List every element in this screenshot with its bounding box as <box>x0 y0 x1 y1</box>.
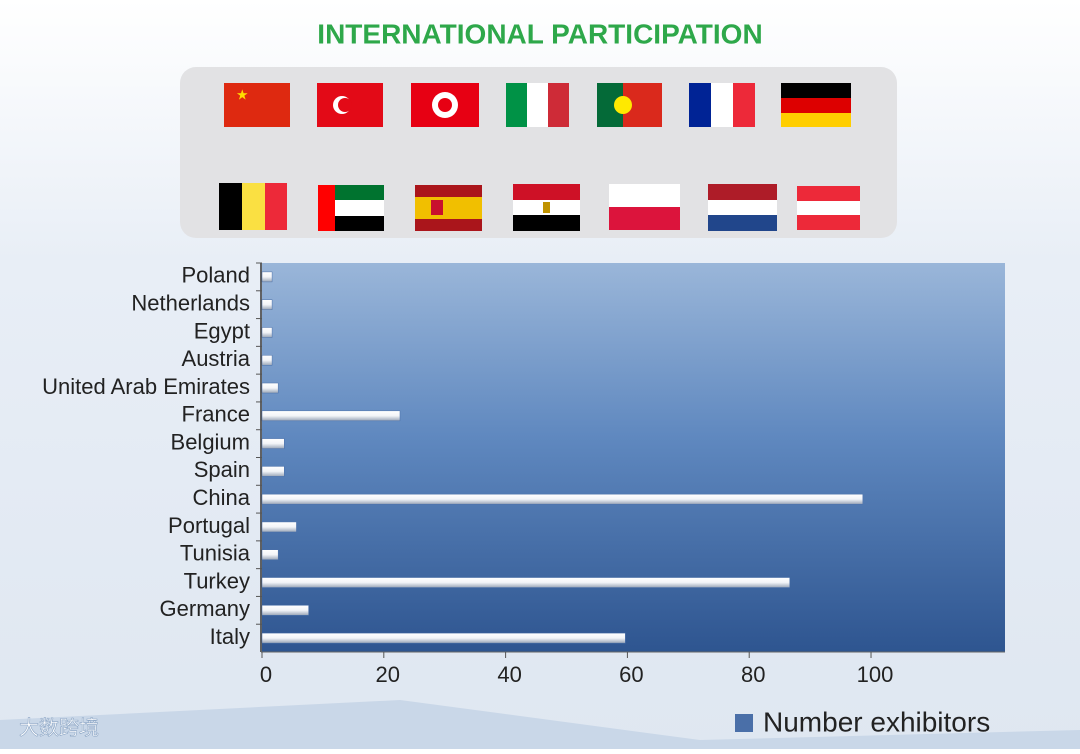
flag-germany <box>781 83 851 98</box>
y-tick-label: Italy <box>210 624 250 649</box>
bar <box>261 577 791 588</box>
y-tick-label: Portugal <box>168 513 250 538</box>
stripe <box>797 201 860 215</box>
bar <box>261 438 285 449</box>
bar <box>261 299 273 310</box>
bar <box>261 521 297 533</box>
emblem <box>431 200 443 215</box>
stripe <box>527 83 548 127</box>
y-tick-label: Turkey <box>184 568 250 593</box>
watermark: 大数跨境 <box>19 716 99 739</box>
bar <box>261 632 626 644</box>
emblem <box>543 202 550 213</box>
y-tick-label: Egypt <box>194 318 250 343</box>
bottom-band <box>0 700 1080 749</box>
x-tick-label: 60 <box>619 662 643 687</box>
plot-area <box>262 263 1005 652</box>
flags: ★ <box>219 83 860 231</box>
x-tick-label: 100 <box>857 662 894 687</box>
stripe <box>797 215 860 230</box>
flag-belgium <box>219 183 242 230</box>
y-tick-label: Tunisia <box>180 541 251 566</box>
x-tick-label: 80 <box>741 662 765 687</box>
legend-swatch <box>735 714 753 732</box>
bar <box>261 466 285 477</box>
stripe <box>513 215 580 231</box>
stripe <box>781 98 851 113</box>
bar <box>261 605 309 616</box>
stripe <box>548 83 569 127</box>
y-tick-label: Poland <box>181 263 250 288</box>
bar <box>261 382 279 394</box>
disc <box>438 98 452 112</box>
crescent <box>338 98 352 112</box>
y-tick-label: China <box>193 485 251 510</box>
y-tick-label: Netherlands <box>131 290 250 315</box>
y-tick-label: Germany <box>160 596 250 621</box>
bar <box>261 271 273 283</box>
stripe <box>708 215 777 231</box>
y-tick-label: France <box>182 402 250 427</box>
y-tick-label: Austria <box>182 346 251 371</box>
flag-star: ★ <box>236 87 249 103</box>
flag-china <box>224 83 290 127</box>
y-tick-label: Belgium <box>171 429 250 454</box>
bar <box>261 410 401 422</box>
x-tick-label: 40 <box>497 662 521 687</box>
stripe <box>609 207 680 230</box>
legend-label: Number exhibitors <box>763 706 990 737</box>
bar <box>261 549 279 560</box>
chart-title: INTERNATIONAL PARTICIPATION <box>317 18 762 49</box>
stripe <box>415 197 482 219</box>
stripe <box>265 183 287 230</box>
bar <box>261 327 273 338</box>
flag-italy <box>506 83 527 127</box>
stripe <box>708 200 777 215</box>
stripe <box>733 83 755 127</box>
y-tick-label: United Arab Emirates <box>42 374 250 399</box>
bar <box>261 355 273 366</box>
flag-poland <box>609 184 680 207</box>
bar <box>261 493 864 505</box>
stripe <box>318 185 335 231</box>
flag-france <box>689 83 711 127</box>
flag-netherlands <box>708 184 777 200</box>
x-tick-label: 20 <box>376 662 400 687</box>
stripe <box>242 183 265 230</box>
emblem <box>614 96 632 114</box>
x-tick-label: 0 <box>260 662 272 687</box>
stripe <box>711 83 733 127</box>
flag-austria <box>797 186 860 201</box>
stripe <box>781 113 851 127</box>
y-tick-label: Spain <box>194 457 250 482</box>
flag-egypt <box>513 184 580 200</box>
